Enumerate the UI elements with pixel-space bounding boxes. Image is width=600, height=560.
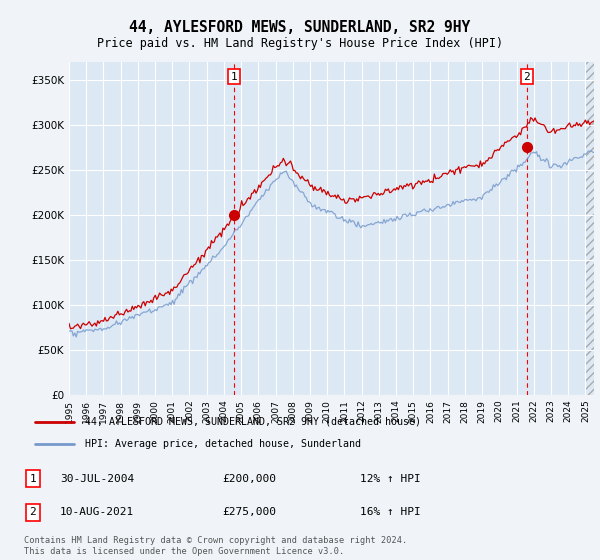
Text: 1: 1	[230, 72, 237, 82]
Text: HPI: Average price, detached house, Sunderland: HPI: Average price, detached house, Sund…	[85, 438, 361, 449]
Text: 2: 2	[29, 507, 37, 517]
Text: 12% ↑ HPI: 12% ↑ HPI	[360, 474, 421, 484]
Text: 10-AUG-2021: 10-AUG-2021	[60, 507, 134, 517]
Text: 44, AYLESFORD MEWS, SUNDERLAND, SR2 9HY: 44, AYLESFORD MEWS, SUNDERLAND, SR2 9HY	[130, 20, 470, 35]
Text: 1: 1	[29, 474, 37, 484]
Text: Price paid vs. HM Land Registry's House Price Index (HPI): Price paid vs. HM Land Registry's House …	[97, 37, 503, 50]
Text: 44, AYLESFORD MEWS, SUNDERLAND, SR2 9HY (detached house): 44, AYLESFORD MEWS, SUNDERLAND, SR2 9HY …	[85, 417, 421, 427]
Bar	[586, 62, 600, 395]
Text: £200,000: £200,000	[222, 474, 276, 484]
Text: 2: 2	[523, 72, 530, 82]
Text: Contains HM Land Registry data © Crown copyright and database right 2024.
This d: Contains HM Land Registry data © Crown c…	[24, 536, 407, 556]
Text: 30-JUL-2004: 30-JUL-2004	[60, 474, 134, 484]
Text: 16% ↑ HPI: 16% ↑ HPI	[360, 507, 421, 517]
Text: £275,000: £275,000	[222, 507, 276, 517]
